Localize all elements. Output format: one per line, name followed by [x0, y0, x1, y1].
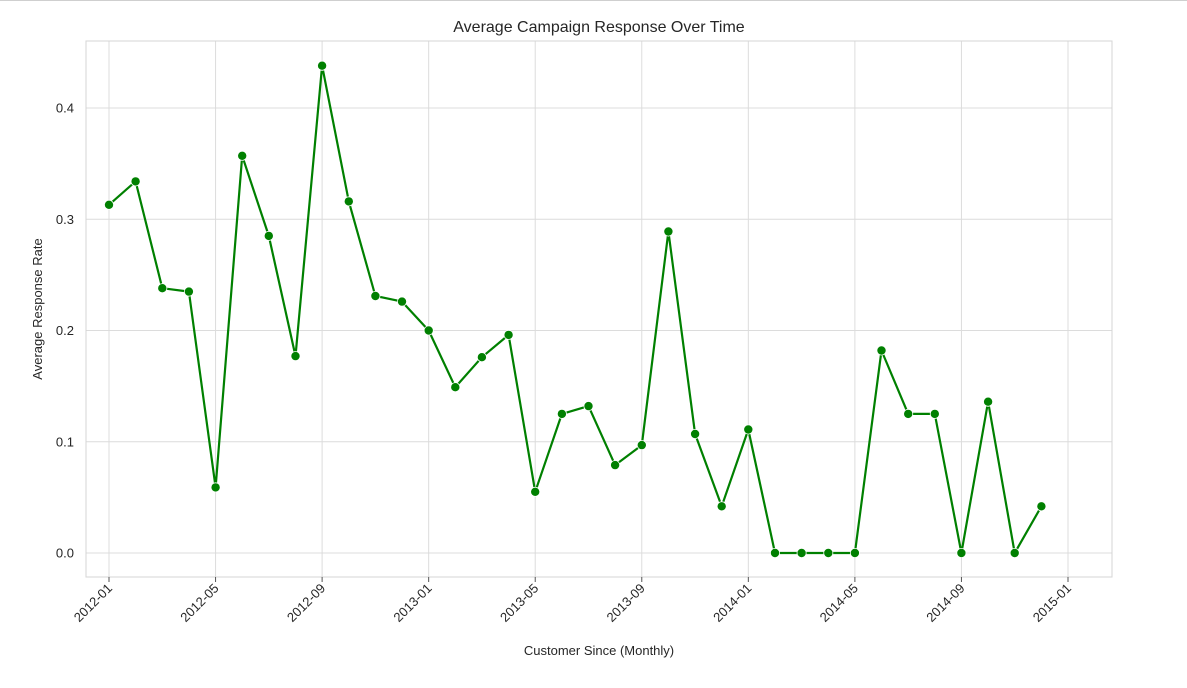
plot-area-frame [85, 40, 1113, 578]
top-border [0, 0, 1187, 1]
x-axis-title: Customer Since (Monthly) [524, 643, 674, 658]
data-point [583, 401, 594, 412]
x-tick-label: 2014-09 [923, 581, 967, 625]
data-point [983, 396, 994, 407]
data-point [396, 296, 407, 307]
data-point [1009, 548, 1020, 559]
y-tick-label: 0.4 [56, 101, 74, 116]
data-point [903, 408, 914, 419]
y-tick-label: 0.0 [56, 546, 74, 561]
data-point [556, 408, 567, 419]
data-point [876, 345, 887, 356]
x-tick-label: 2014-05 [817, 581, 861, 625]
data-point [716, 501, 727, 512]
y-axis-ticks: 0.0 0.1 0.2 0.3 0.4 [56, 101, 74, 561]
y-axis-title: Average Response Rate [30, 238, 45, 379]
chart-title: Average Campaign Response Over Time [453, 19, 745, 36]
data-point [690, 428, 701, 439]
data-point [743, 424, 754, 435]
data-point [157, 283, 168, 294]
y-tick-label: 0.3 [56, 212, 74, 227]
data-point [263, 230, 274, 241]
data-point [317, 60, 328, 71]
data-point [530, 486, 541, 497]
x-axis-ticks: 2012-01 2012-05 2012-09 2013-01 2013-05 2013-… [71, 577, 1074, 625]
data-point [476, 352, 487, 363]
x-tick-label: 2013-09 [604, 581, 648, 625]
series-group [104, 60, 1047, 559]
x-tick-label: 2013-01 [390, 581, 434, 625]
data-point [210, 482, 221, 493]
data-point [183, 286, 194, 297]
x-tick-label: 2012-05 [177, 581, 221, 625]
data-point [929, 408, 940, 419]
data-point [770, 548, 781, 559]
data-point [237, 150, 248, 161]
data-point [370, 290, 381, 301]
data-point [663, 226, 674, 237]
x-tick-label: 2015-01 [1030, 581, 1074, 625]
data-point [796, 548, 807, 559]
y-tick-label: 0.2 [56, 323, 74, 338]
data-point [130, 176, 141, 187]
x-tick-label: 2012-01 [71, 581, 115, 625]
series-line [108, 64, 1043, 555]
data-point [503, 329, 514, 340]
y-tick-label: 0.1 [56, 434, 74, 449]
data-point [290, 351, 301, 362]
data-point [343, 196, 354, 207]
data-point [1036, 501, 1047, 512]
x-tick-label: 2014-01 [710, 581, 754, 625]
x-tick-label: 2013-05 [497, 581, 541, 625]
data-point [610, 460, 621, 471]
x-tick-label: 2012-09 [284, 581, 328, 625]
data-point [104, 199, 115, 210]
grid [86, 41, 1112, 577]
data-point [849, 548, 860, 559]
data-point [956, 548, 967, 559]
data-point [636, 440, 647, 451]
data-point [450, 382, 461, 393]
data-point [823, 548, 834, 559]
data-point [423, 325, 434, 336]
